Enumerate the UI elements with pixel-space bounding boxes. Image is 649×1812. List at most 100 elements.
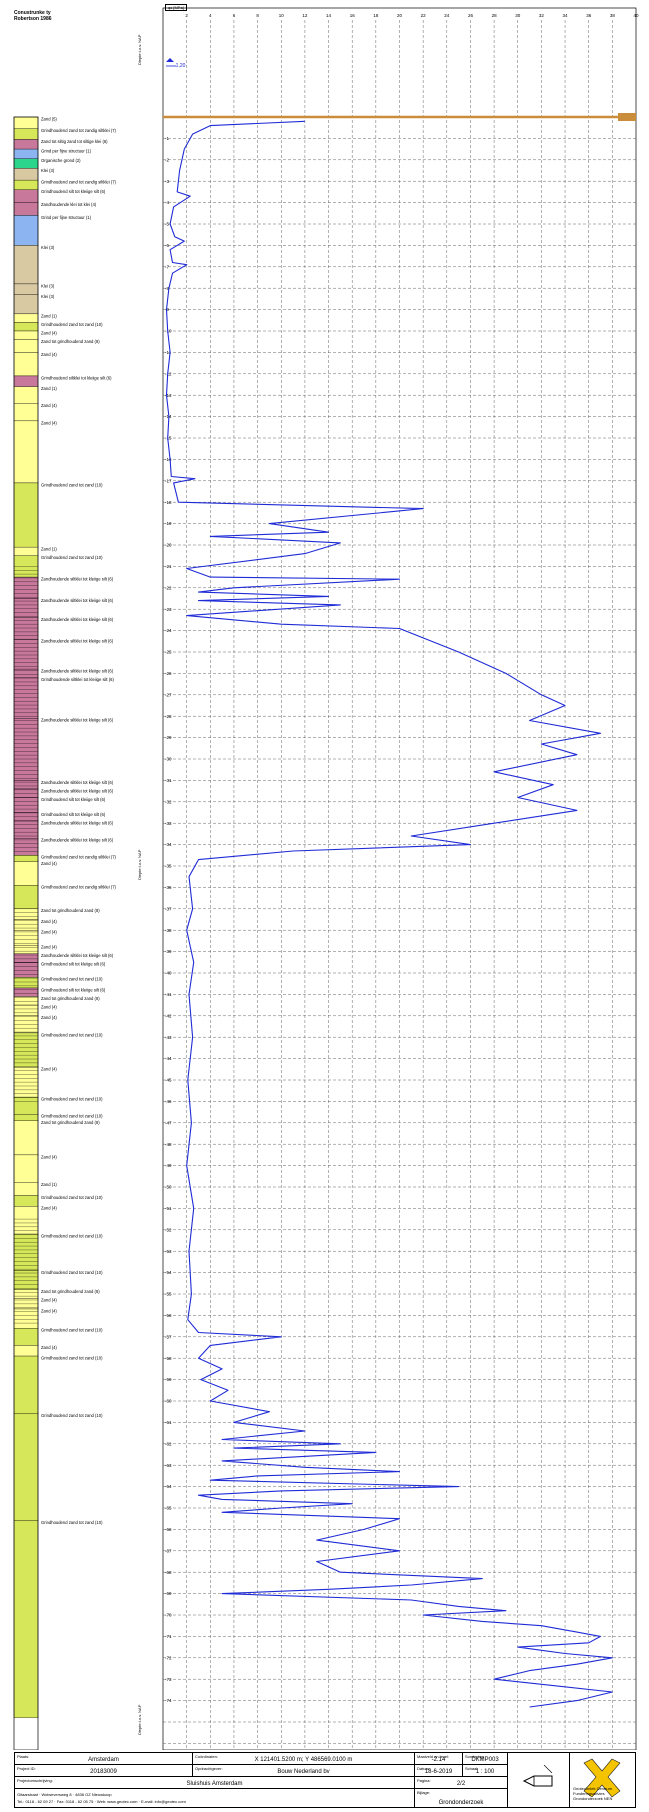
soil-layer-band: [13, 576, 39, 599]
soil-layer-label: Klei (3): [41, 245, 55, 250]
y-tick-label: -62: [165, 1441, 172, 1446]
y-tick-label: -24: [165, 628, 172, 633]
soil-layer-label: Grindhoudende siltklei tot kleiige silt …: [41, 677, 114, 682]
y-tick-label: -47: [165, 1120, 172, 1125]
soil-layer-label: Grindhoudend zand tot zandig siltklei (7…: [41, 885, 117, 890]
x-tick-label: 4: [209, 13, 212, 18]
y-tick-label: -70: [165, 1613, 172, 1618]
chart-header: Conustrunke ty Robertson 1986: [14, 10, 134, 22]
y-tick-label: -54: [165, 1270, 172, 1275]
soil-layer-label: Zand (4): [41, 945, 57, 950]
logo-line-1: Geotechniek Centrum: [573, 1786, 612, 1791]
soil-layer-label: Zand tot grindhoudend zand (8): [41, 1289, 100, 1294]
soil-layer-band: [13, 1413, 39, 1522]
soil-layer-label: Grindhoudend zand tot zand (10): [41, 1328, 103, 1333]
y-tick-label: -55: [165, 1292, 172, 1297]
y-tick-label: -22: [165, 585, 172, 590]
opdrachtgever-cell: Opdrachtgever: Bouw Nederland bv: [193, 1765, 415, 1777]
soil-layer-label: Grindhoudend silt tot kleiige silt (6): [41, 189, 106, 194]
soil-layer-band: [13, 375, 39, 387]
projectid-value: 20183009: [90, 1769, 117, 1775]
soil-layer-band: [13, 313, 39, 323]
pagina-value: 2/2: [456, 1781, 466, 1787]
x-tick-label: 12: [302, 13, 308, 18]
soil-layer-label: Grindhoudend zand tot zand (10): [41, 1195, 103, 1200]
x-tick-label: 22: [421, 13, 427, 18]
grid: [162, 7, 637, 1750]
soil-layer-band: [13, 294, 39, 315]
y-tick-label: -60: [165, 1399, 172, 1404]
soil-layer-label: Zand (1): [41, 313, 57, 318]
y-tick-label: -34: [165, 842, 172, 847]
unit-label: qc [MPa]: [165, 4, 187, 11]
y-tick-label: -66: [165, 1527, 172, 1532]
y-tick-label: -68: [165, 1570, 172, 1575]
x-tick-label: 10: [279, 13, 285, 18]
maaiveld-label: Maaiveld en level:: [417, 1754, 450, 1759]
soil-layer-label: Zand (4): [41, 352, 57, 357]
y-tick-label: -30: [165, 757, 172, 762]
soil-layer-label: Zand tot siltig zand tot siltige klei (6…: [41, 139, 108, 144]
water-level-icon: [166, 58, 174, 62]
soil-layer-band: [13, 403, 39, 422]
x-tick-label: 30: [515, 13, 521, 18]
soil-layer-label: Grind per fijne structuur (1): [41, 215, 92, 220]
soil-layer-band: [13, 1289, 39, 1299]
soil-layer-band: [13, 1182, 39, 1196]
soil-layer-label: Zand (4): [41, 919, 57, 924]
footer-address: Gitaarstraat · Wolweversweg 8 · 4836 GZ …: [17, 1792, 112, 1797]
omschrijving-value: Sluishuis Amsterdam: [186, 1781, 243, 1787]
soil-layer-band: [13, 1345, 39, 1357]
soil-layer-band: [13, 1355, 39, 1415]
y-tick-label: -6: [165, 243, 169, 248]
soil-layer-band: [13, 838, 39, 856]
y-tick-label: -40: [165, 971, 172, 976]
opdrachtgever-label: Opdrachtgever:: [195, 1766, 223, 1771]
pagina-label: Pagina:: [417, 1778, 431, 1783]
soil-layer-label: Grindhoudend zand tot zand (10): [41, 482, 103, 487]
y-tick-label: -48: [165, 1142, 172, 1147]
y-tick-label: -5: [165, 222, 169, 227]
y-axis-ticks: -1-2-3-4-5-6-7-8-9-10-11-12-13-14-15-16-…: [165, 136, 172, 1703]
company-logo: Geotechniek Centrum Funderingsadvies Gro…: [570, 1753, 636, 1808]
x-axis-ticks: 2 4 6 8 10 12 14 16 18 20 22 24 26 28 30 32 34 36 38 40: [185, 13, 639, 18]
soil-layer-band: [13, 158, 39, 169]
y-tick-label: -27: [165, 692, 172, 697]
title-block: Plaats: Amsterdam Coördinaten: X 121401.…: [14, 1752, 636, 1808]
bijlage-label: Bijlage:: [417, 1790, 431, 1795]
soil-layer-band: [13, 1270, 39, 1290]
x-tick-label: 38: [610, 13, 616, 18]
y-tick-label: -17: [165, 478, 172, 483]
y-tick-label: -53: [165, 1249, 172, 1254]
soil-layer-band: [13, 1328, 39, 1346]
soil-layer-label: Zand (4): [41, 1345, 57, 1350]
coord-value: X 121401.5200 m; Y 486569.0100 m: [254, 1757, 353, 1763]
soil-layer-label: Grindhoudend zand tot zand (10): [41, 1520, 103, 1525]
y-tick-label: -52: [165, 1227, 172, 1232]
soil-layer-label: Grindhoudend siltklei tot kleiige silt (…: [41, 375, 112, 380]
soil-layer-band: [13, 322, 39, 332]
x-tick-label: 6: [233, 13, 236, 18]
y-tick-label: -61: [165, 1420, 172, 1425]
soil-layer-label: Grindhoudend silt tot kleiige silt (6): [41, 987, 106, 992]
soil-layer-band: [13, 420, 39, 484]
soil-layer-label: Zandhoudende siltklei tot kleiige silt (…: [41, 953, 114, 958]
soil-layer-band: [13, 1004, 39, 1016]
y-tick-label: -58: [165, 1356, 172, 1361]
y-tick-label: -28: [165, 714, 172, 719]
schaal-value: 1 : 100: [475, 1769, 495, 1775]
soil-layer-band: [13, 908, 39, 920]
soil-layer-band: [13, 617, 39, 640]
y-tick-label: -31: [165, 778, 172, 783]
cone-probe-icon: [522, 1764, 553, 1787]
y-tick-label: -50: [165, 1185, 172, 1190]
y-tick-label: -18: [165, 500, 172, 505]
y-tick-label: -9: [165, 307, 169, 312]
soil-layer-band: [13, 352, 39, 377]
x-tick-label: 24: [444, 13, 450, 18]
soil-layer-label: Zandhoudende siltklei tot kleiige silt (…: [41, 788, 114, 793]
soil-layer-band: [13, 245, 39, 285]
y-tick-label: -3: [165, 179, 169, 184]
sondering-label: Sondering:: [465, 1754, 485, 1759]
y-tick-label: -35: [165, 864, 172, 869]
